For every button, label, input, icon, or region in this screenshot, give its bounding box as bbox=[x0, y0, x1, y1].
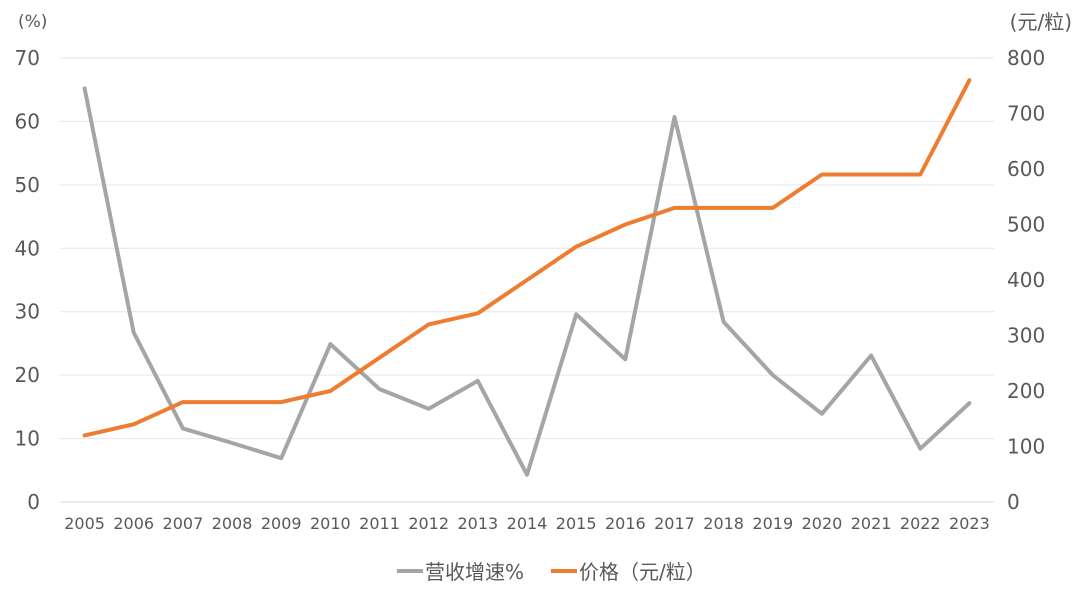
right-tick-label: 200 bbox=[1007, 379, 1045, 403]
x-tick-label: 2020 bbox=[802, 514, 843, 533]
legend-label-growth: 营收增速% bbox=[425, 560, 524, 584]
x-tick-label: 2023 bbox=[949, 514, 990, 533]
series-lines bbox=[82, 78, 972, 477]
x-tick-label: 2019 bbox=[752, 514, 793, 533]
right-tick-label: 500 bbox=[1007, 213, 1045, 237]
x-tick-label: 2011 bbox=[359, 514, 400, 533]
x-tick-label: 2016 bbox=[605, 514, 646, 533]
left-tick-label: 60 bbox=[15, 109, 40, 133]
right-tick-label: 300 bbox=[1007, 324, 1045, 348]
right-axis-unit: (元/粒) bbox=[1010, 10, 1072, 34]
right-tick-label: 600 bbox=[1007, 157, 1045, 181]
left-axis-ticks: 0 10 20 30 40 50 60 70 bbox=[15, 46, 40, 514]
left-tick-label: 50 bbox=[15, 173, 40, 197]
right-tick-label: 400 bbox=[1007, 268, 1045, 292]
left-tick-label: 70 bbox=[15, 46, 40, 70]
right-axis-ticks: 0 100 200 300 400 500 600 700 800 bbox=[1007, 46, 1045, 514]
x-tick-label: 2022 bbox=[900, 514, 941, 533]
x-tick-label: 2009 bbox=[261, 514, 302, 533]
x-tick-label: 2014 bbox=[507, 514, 548, 533]
x-tick-label: 2017 bbox=[654, 514, 695, 533]
x-tick-label: 2005 bbox=[64, 514, 105, 533]
legend: 营收增速% 价格（元/粒） bbox=[397, 560, 706, 584]
left-tick-label: 0 bbox=[27, 490, 40, 514]
x-tick-label: 2013 bbox=[457, 514, 498, 533]
x-axis-ticks: 2005 2006 2007 2008 2009 2010 2011 2012 2013 2014… bbox=[64, 514, 990, 533]
x-tick-label: 2021 bbox=[851, 514, 892, 533]
right-tick-label: 700 bbox=[1007, 102, 1045, 126]
x-tick-label: 2015 bbox=[556, 514, 597, 533]
right-tick-label: 0 bbox=[1007, 490, 1020, 514]
legend-label-price: 价格（元/粒） bbox=[579, 560, 706, 584]
x-tick-label: 2010 bbox=[310, 514, 351, 533]
right-tick-label: 800 bbox=[1007, 46, 1045, 70]
left-tick-label: 30 bbox=[15, 300, 40, 324]
left-tick-label: 40 bbox=[15, 236, 40, 260]
series-line-price bbox=[82, 78, 972, 438]
x-tick-label: 2018 bbox=[703, 514, 744, 533]
left-axis-unit: (%) bbox=[18, 12, 47, 32]
left-tick-label: 10 bbox=[15, 427, 40, 451]
left-tick-label: 20 bbox=[15, 363, 40, 387]
x-tick-label: 2006 bbox=[113, 514, 154, 533]
x-tick-label: 2012 bbox=[408, 514, 449, 533]
x-tick-label: 2008 bbox=[212, 514, 253, 533]
right-tick-label: 100 bbox=[1007, 435, 1045, 459]
x-tick-label: 2007 bbox=[163, 514, 204, 533]
